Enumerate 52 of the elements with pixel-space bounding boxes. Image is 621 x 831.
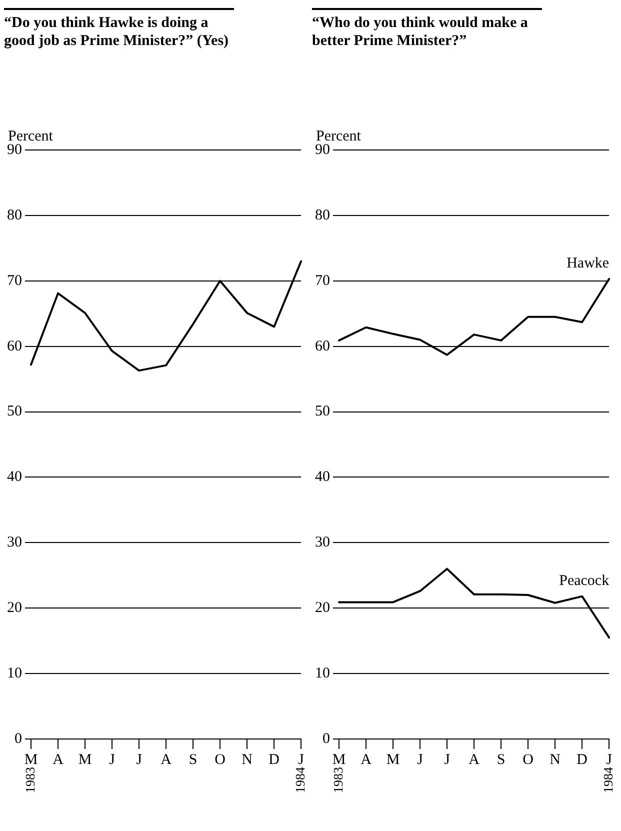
y-tick-label: 30 [7, 534, 22, 551]
y-tick-label: 60 [7, 338, 22, 354]
y-axis-title: Percent [8, 128, 54, 144]
x-tick-label: J [444, 752, 450, 768]
x-tick-label: J [109, 752, 116, 768]
x-tick-label: A [52, 752, 64, 768]
x-tick-label: A [360, 752, 372, 768]
x-tick-label: A [468, 752, 480, 768]
series-label: Hawke [566, 255, 610, 272]
x-tick-label: M [386, 752, 400, 768]
series-label: Peacock [559, 572, 610, 589]
x-tick-label: S [496, 752, 506, 768]
y-tick-label: 40 [7, 469, 22, 486]
y-tick-label: 60 [315, 338, 330, 354]
y-tick-label: 70 [7, 272, 22, 289]
x-tick-label: M [332, 752, 346, 768]
x-tick-label: O [214, 752, 226, 768]
text: 1983 [330, 767, 346, 793]
text: 1984 [292, 766, 308, 793]
chart-title: “Do you think Hawke is doing a good job as Prime Minister?” (Yes) [4, 8, 234, 118]
y-tick-label: 90 [7, 142, 22, 158]
x-tick-label: J [136, 752, 142, 768]
x-tick-label: N [242, 752, 253, 768]
y-tick-label: 10 [7, 665, 22, 682]
x-tick-label: O [522, 752, 534, 768]
x-tick-label: J [298, 752, 304, 768]
x-tick-label: M [24, 752, 38, 768]
text: 1983 [22, 767, 38, 793]
x-tick-label: M [78, 752, 92, 768]
y-tick-label: 50 [315, 404, 330, 420]
x-tick-label: J [417, 752, 424, 768]
y-tick-label: 0 [14, 730, 22, 747]
y-tick-label: 0 [322, 730, 330, 747]
y-tick-label: 90 [315, 142, 330, 158]
y-tick-label: 80 [7, 207, 22, 224]
y-tick-label: 70 [315, 272, 330, 289]
y-axis-title: Percent [316, 128, 362, 144]
y-tick-label: 30 [315, 534, 330, 551]
y-tick-label: 20 [7, 600, 22, 616]
x-tick-label: D [576, 752, 588, 768]
chart-title: “Who do you think would make a better Prime Minister?” [312, 8, 542, 118]
x-tick-label: N [550, 752, 561, 768]
text: 1984 [600, 766, 616, 793]
x-tick-label: A [160, 752, 172, 768]
y-tick-label: 80 [315, 207, 330, 224]
y-tick-label: 50 [7, 404, 22, 420]
x-tick-label: J [606, 752, 612, 768]
x-tick-label: D [268, 752, 280, 768]
x-tick-label: S [188, 752, 198, 768]
y-tick-label: 40 [315, 469, 330, 486]
y-tick-label: 10 [315, 665, 330, 682]
y-tick-label: 20 [315, 600, 330, 616]
